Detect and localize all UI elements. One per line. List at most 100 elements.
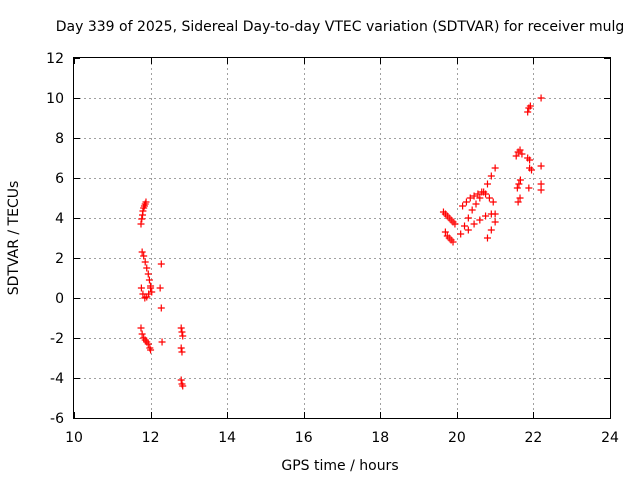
data-point bbox=[179, 332, 187, 340]
y-tick-label: 8 bbox=[55, 131, 64, 147]
data-point bbox=[137, 284, 145, 292]
data-point bbox=[537, 162, 545, 170]
data-point bbox=[177, 344, 185, 352]
series-cluster-g bbox=[457, 164, 499, 238]
series-cluster-l bbox=[537, 94, 545, 194]
data-point bbox=[158, 338, 166, 346]
data-point bbox=[483, 234, 491, 242]
series-cluster-k bbox=[524, 102, 536, 192]
data-point bbox=[476, 216, 484, 224]
data-point bbox=[177, 324, 185, 332]
data-point bbox=[487, 226, 495, 234]
series-cluster-j bbox=[512, 146, 526, 206]
data-point bbox=[514, 198, 522, 206]
x-tick-label: 20 bbox=[448, 430, 466, 446]
data-point bbox=[491, 218, 499, 226]
data-point bbox=[482, 190, 490, 198]
data-point bbox=[140, 252, 148, 260]
data-point bbox=[178, 328, 186, 336]
y-tick-label: 0 bbox=[55, 291, 64, 307]
series-cluster-a bbox=[137, 198, 150, 228]
series-cluster-b bbox=[137, 248, 156, 302]
chart-title: Day 339 of 2025, Sidereal Day-to-day VTE… bbox=[56, 19, 625, 35]
y-tick-label: 10 bbox=[46, 91, 64, 107]
series-cluster-h bbox=[459, 188, 497, 210]
y-axis-label: SDTVAR / TECUs bbox=[6, 181, 22, 296]
data-point bbox=[513, 184, 521, 192]
data-point bbox=[138, 248, 146, 256]
data-point bbox=[157, 260, 165, 268]
data-point bbox=[147, 284, 155, 292]
x-tick-label: 18 bbox=[371, 430, 389, 446]
y-tick-label: 2 bbox=[55, 251, 64, 267]
data-point bbox=[139, 207, 147, 215]
data-point bbox=[474, 190, 482, 198]
data-point bbox=[516, 194, 524, 202]
data-point bbox=[470, 220, 478, 228]
x-tick-label: 12 bbox=[142, 430, 160, 446]
data-marks bbox=[137, 94, 545, 390]
data-point bbox=[528, 166, 536, 174]
data-point bbox=[137, 220, 145, 228]
data-point bbox=[483, 180, 491, 188]
data-point bbox=[478, 188, 486, 196]
data-point bbox=[145, 290, 153, 298]
data-point bbox=[525, 184, 533, 192]
data-point bbox=[462, 198, 470, 206]
data-point bbox=[177, 376, 185, 384]
data-point bbox=[512, 152, 520, 160]
data-point bbox=[441, 228, 449, 236]
data-point bbox=[179, 382, 187, 390]
data-point bbox=[156, 284, 164, 292]
data-point bbox=[537, 180, 545, 188]
data-point bbox=[464, 226, 472, 234]
data-point bbox=[524, 108, 532, 116]
data-point bbox=[487, 172, 495, 180]
data-point bbox=[515, 180, 523, 188]
data-point bbox=[491, 164, 499, 172]
series-cluster-d bbox=[156, 260, 166, 346]
data-point bbox=[457, 230, 465, 238]
y-tick-label: 6 bbox=[55, 171, 64, 187]
plot-frame bbox=[73, 57, 611, 419]
data-point bbox=[145, 276, 153, 284]
data-point bbox=[138, 330, 146, 338]
data-point bbox=[526, 156, 534, 164]
data-point bbox=[464, 214, 472, 222]
data-point bbox=[144, 340, 152, 348]
y-tick-label: 4 bbox=[55, 211, 64, 227]
data-point bbox=[138, 215, 146, 223]
data-point bbox=[147, 346, 155, 354]
y-tick-label: -6 bbox=[50, 411, 64, 427]
data-point bbox=[451, 220, 459, 228]
data-point bbox=[491, 210, 499, 218]
data-point bbox=[142, 198, 150, 206]
data-point bbox=[526, 102, 534, 110]
data-point bbox=[518, 150, 526, 158]
data-point bbox=[144, 270, 152, 278]
data-point bbox=[489, 198, 497, 206]
data-point bbox=[141, 258, 149, 266]
x-tick-label: 22 bbox=[525, 430, 543, 446]
x-tick-label: 14 bbox=[218, 430, 236, 446]
series-cluster-i bbox=[464, 210, 499, 242]
series-cluster-c bbox=[137, 324, 155, 354]
x-tick-label: 10 bbox=[65, 430, 83, 446]
x-axis-label: GPS time / hours bbox=[281, 458, 398, 474]
data-point bbox=[459, 202, 467, 210]
data-point bbox=[537, 94, 545, 102]
data-point bbox=[516, 146, 524, 154]
data-point bbox=[466, 194, 474, 202]
data-point bbox=[516, 176, 524, 184]
y-tick-label: -4 bbox=[50, 371, 64, 387]
x-tick-label: 24 bbox=[601, 430, 619, 446]
data-point bbox=[472, 200, 480, 208]
data-point bbox=[482, 212, 490, 220]
data-point bbox=[137, 324, 145, 332]
data-point bbox=[143, 264, 151, 272]
data-point bbox=[485, 194, 493, 202]
data-point bbox=[449, 238, 457, 246]
data-point bbox=[178, 348, 186, 356]
